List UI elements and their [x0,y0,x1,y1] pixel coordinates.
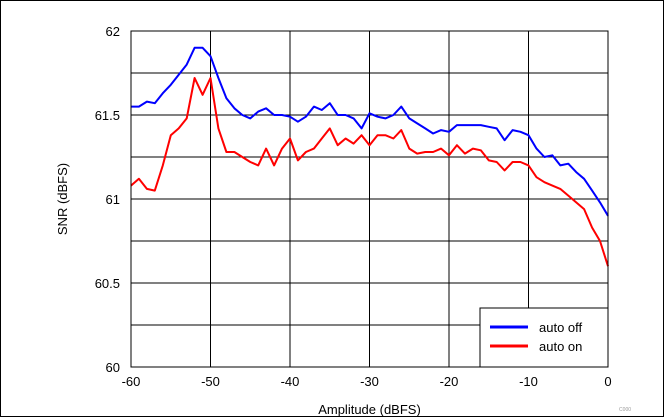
x-tick-label: -60 [122,374,141,389]
x-tick-label: -50 [201,374,220,389]
x-axis-label: Amplitude (dBFS) [318,402,421,417]
legend-box [479,307,609,368]
y-axis-label: SNR (dBFS) [55,163,70,235]
x-tick-labels: -60 -50 -40 -30 -20 -10 0 [122,374,612,389]
y-tick-labels: 60 60.5 61 61.5 62 [95,24,120,375]
x-tick-label: -40 [281,374,300,389]
legend-label-auto-on: auto on [539,339,582,354]
y-tick-label: 60 [106,360,120,375]
y-tick-label: 62 [106,24,120,39]
legend: auto off auto on [479,307,609,368]
series-line-auto-off [131,46,609,217]
x-tick-label: 0 [604,374,611,389]
x-tick-label: -30 [360,374,379,389]
y-tick-label: 60.5 [95,276,120,291]
legend-label-auto-off: auto off [539,320,583,335]
series-layer [130,46,609,267]
y-tick-label: 61.5 [95,108,120,123]
y-tick-label: 61 [106,192,120,207]
series-line-auto-on [130,77,609,267]
corner-id: C000 [619,407,631,413]
grid [131,31,608,367]
plot-border [130,30,609,368]
x-tick-label: -20 [440,374,459,389]
x-tick-label: -10 [519,374,538,389]
